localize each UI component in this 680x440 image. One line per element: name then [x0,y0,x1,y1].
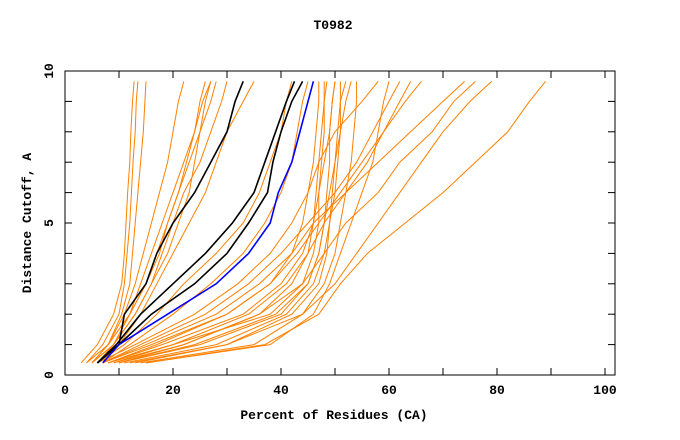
series-blue-0 [102,81,315,364]
series-other-29 [102,81,401,364]
y-axis-label: Distance Cutoff, A [20,153,35,294]
series-other-19 [108,81,336,364]
series-other-22 [113,81,412,364]
series-other-24 [102,80,465,364]
series-other-18 [102,81,320,364]
series-other-10 [97,81,293,364]
series-other-16 [124,81,341,364]
x-tick-label: 100 [593,383,617,398]
series-other-21 [145,81,390,364]
y-tick-label: 10 [42,63,57,79]
series-other-27 [145,81,546,364]
series-other-17 [140,81,358,364]
series-other-7 [91,81,212,364]
x-tick-label: 20 [165,383,181,398]
plot-lines [80,80,546,364]
chart-title: T0982 [313,18,352,33]
y-tick-label: 5 [42,219,57,227]
x-tick-label: 0 [61,383,69,398]
series-other-0 [86,81,139,364]
series-other-3 [91,81,185,364]
series-black-0 [96,81,244,364]
x-axis-label: Percent of Residues (CA) [240,408,427,423]
series-other-28 [97,81,379,364]
series-other-26 [135,80,492,364]
series-other-4 [91,81,206,364]
series-black-2 [96,80,304,364]
series-other-11 [102,81,309,364]
series-black-1 [96,81,296,364]
x-tick-label: 60 [381,383,397,398]
series-other-1 [80,81,135,364]
series-other-2 [91,81,147,364]
series-other-25 [118,80,476,364]
x-tick-label: 40 [273,383,289,398]
series-other-23 [108,81,422,364]
y-tick-label: 0 [42,371,57,379]
axis-ticks: 0 20 40 60 80 100 0 5 10 [42,63,617,398]
x-tick-label: 80 [489,383,505,398]
